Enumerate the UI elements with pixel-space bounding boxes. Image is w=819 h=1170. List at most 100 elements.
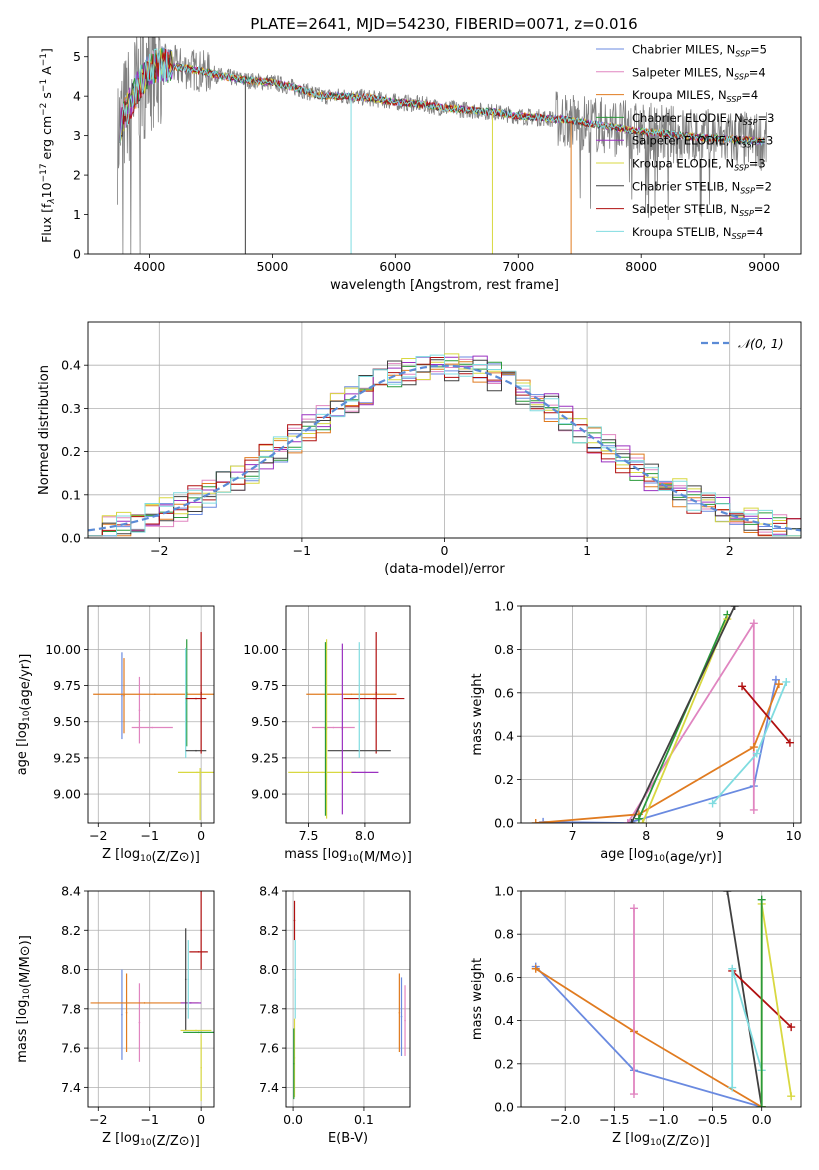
weight-line: [741, 685, 791, 744]
label-part: −17: [39, 163, 49, 182]
x-tick-label: 0.0: [283, 1112, 303, 1127]
plus-marker: [629, 1090, 638, 1099]
plus-marker: [629, 904, 638, 913]
label-subscript: 10: [22, 710, 32, 722]
label-part: log: [328, 847, 348, 862]
y-tick-label: 0.6: [494, 970, 514, 985]
x-tick-label: −0.5: [697, 1112, 727, 1127]
legend-count: =5: [750, 43, 767, 57]
y-tick-label: 8.4: [61, 884, 81, 899]
legend-count: =4: [746, 225, 763, 239]
x-tick-label: −2: [150, 543, 168, 558]
x-tick-label: 8000: [625, 259, 657, 274]
y-tick-label: 9.25: [53, 750, 81, 765]
legend-entry: Kroupa MILES, NSSP=4: [632, 88, 758, 104]
x-tick-label: 9000: [748, 259, 780, 274]
label-part: mass [: [284, 847, 327, 862]
y-tick-label: 9.50: [251, 714, 279, 729]
model-spectrum: [119, 48, 765, 146]
x-tick-label: 5000: [256, 259, 288, 274]
x-tick-label: 0: [441, 543, 449, 558]
x-tick-label: −1.5: [599, 1112, 629, 1127]
x-tick-label: −1: [140, 828, 158, 843]
plus-marker: [730, 606, 739, 610]
legend-entry: Kroupa ELODIE, NSSP=3: [632, 157, 766, 173]
label-part: (Z/Z⊙)]: [152, 1134, 200, 1149]
label-part: (Z/Z⊙)]: [152, 850, 200, 865]
axes-frame: [87, 890, 215, 1108]
normal-curve: [88, 364, 801, 532]
axes-frame: [520, 605, 802, 824]
weight-line: [535, 968, 763, 1107]
plus-marker: [531, 819, 540, 823]
y-tick-label: 9.25: [251, 750, 279, 765]
axes-frame: [87, 36, 802, 255]
legend-sub: SSP: [742, 141, 757, 150]
y-tick-label: 0.0: [494, 816, 514, 831]
x-axis-label: mass [log10(M/M⊙)]: [284, 847, 412, 865]
legend-name: Kroupa ELODIE, N: [632, 157, 734, 171]
plus-marker: [787, 1092, 796, 1101]
y-tick-label: 9.75: [251, 678, 279, 693]
label-part: (Z/Z⊙)]: [662, 1134, 710, 1149]
plus-marker: [757, 1103, 766, 1107]
y-tick-label: 7.4: [259, 1080, 279, 1095]
plus-marker: [627, 819, 636, 823]
label-part: Flux [f: [39, 203, 54, 243]
y-tick-label: 1.0: [494, 884, 514, 899]
legend-sub: SSP: [727, 95, 742, 104]
legend-name: Salpeter STELIB, N: [632, 202, 739, 216]
model-spectrum: [119, 47, 765, 146]
plus-marker: [738, 682, 747, 691]
label-subscript: 10: [140, 854, 152, 864]
y-tick-label: 8.2: [61, 923, 81, 938]
plus-marker: [785, 738, 794, 747]
plus-marker: [634, 814, 643, 823]
y-tick-label: 0.0: [61, 531, 81, 546]
plot-area: [531, 606, 794, 823]
legend-name: Chabrier MILES, N: [632, 43, 735, 57]
y-tick-label: 0.3: [61, 401, 81, 416]
data-point: [195, 749, 197, 752]
label-subscript: 10: [650, 1138, 662, 1148]
y-tick-label: 0.2: [61, 444, 81, 459]
spectrum-panel: 4000 5000 6000 7000 8000 9000 0 1 2 3 4 5 wavelength…: [39, 36, 802, 293]
label-subscript: 10: [653, 854, 665, 864]
plus-marker: [708, 799, 717, 808]
y-tick-label: 7.8: [259, 1001, 279, 1016]
y-tick-label: 7.6: [259, 1041, 279, 1056]
x-tick-label: 7000: [502, 259, 534, 274]
y-tick-label: 0.2: [494, 772, 514, 787]
y-tick-label: 0.1: [61, 487, 81, 502]
y-tick-label: 8.0: [259, 962, 279, 977]
x-axis-label: (data-model)/error: [384, 562, 505, 577]
legend-count: =3: [756, 134, 773, 148]
y-tick-label: 1: [73, 207, 81, 222]
label-part: log: [120, 1131, 140, 1146]
data-point: [200, 929, 202, 932]
x-tick-label: 4000: [134, 259, 166, 274]
data-point: [400, 1015, 403, 1018]
age-vs-mass-panel: 7.5 8.0 9.00 9.25 9.50 9.75 10.00 mass [log10(M…: [243, 605, 412, 865]
data-point: [195, 1029, 197, 1032]
legend-count: =3: [749, 157, 766, 171]
figure-title: PLATE=2641, MJD=54230, FIBERID=0071, z=0…: [250, 15, 637, 33]
legend-name: Chabrier ELODIE, N: [632, 111, 743, 125]
x-tick-label: 0: [197, 1112, 205, 1127]
data-point: [154, 693, 156, 696]
data-point: [187, 978, 190, 981]
weight-line: [731, 968, 763, 1088]
x-tick-label: 7.5: [299, 828, 319, 843]
legend-entry: Chabrier MILES, NSSP=5: [632, 43, 767, 59]
axes-frame: [285, 605, 411, 824]
weight-line: [638, 614, 729, 820]
weight-line: [711, 681, 788, 805]
label-subscript: 10: [347, 854, 359, 864]
label-part: Z [: [102, 847, 120, 862]
residual-histogram: [88, 354, 801, 537]
x-tick-label: 7: [569, 828, 577, 843]
legend-entry: Salpeter MILES, NSSP=4: [632, 65, 766, 81]
x-tick-label: 0.1: [354, 1112, 374, 1127]
